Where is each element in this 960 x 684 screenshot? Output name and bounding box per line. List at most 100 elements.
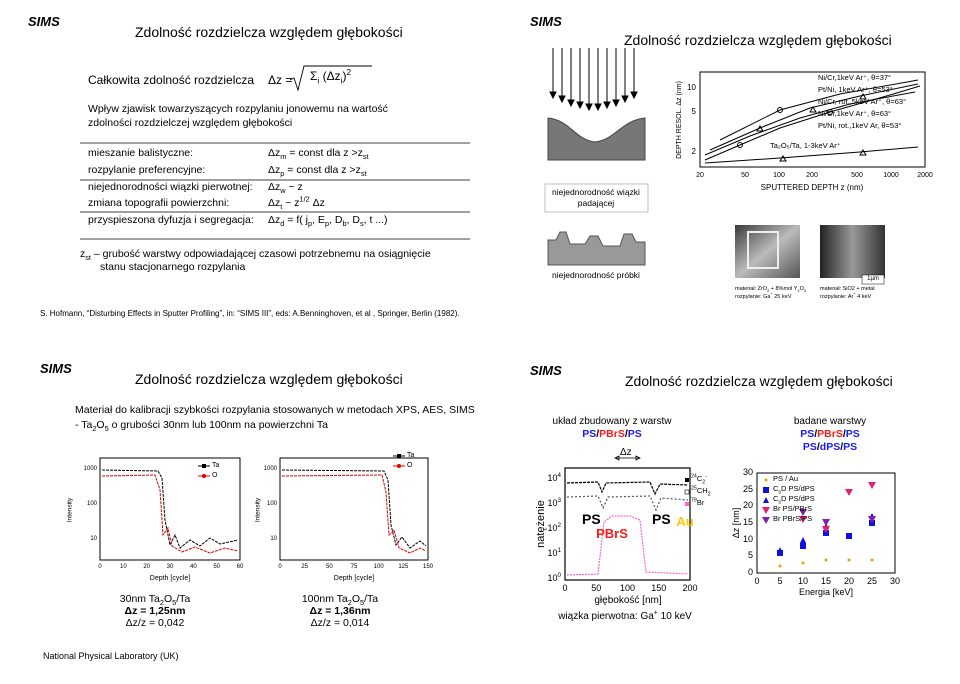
subscript: t	[280, 202, 283, 212]
energy-points	[847, 558, 851, 562]
depth-profile	[281, 469, 427, 549]
energy-points	[801, 561, 805, 565]
tick-label: 40	[189, 564, 197, 570]
text-part: ~ z	[285, 180, 303, 193]
subscript: s	[778, 489, 782, 496]
subscript: st	[362, 152, 369, 162]
tick-label: 100	[86, 501, 97, 507]
logo: SIMS	[28, 14, 60, 29]
text-part: Δz	[268, 214, 281, 227]
resolution-plot	[704, 146, 919, 164]
superscript: 24	[691, 473, 697, 480]
text-part: Δz = 1,25nm	[124, 605, 186, 617]
tick-label: 5	[691, 107, 696, 116]
subscript: w	[280, 185, 286, 195]
superscript: 25	[691, 485, 697, 492]
text-part: PS	[582, 428, 597, 440]
legend-label: 79Br	[691, 498, 704, 507]
legend-label: PS / Au	[773, 474, 799, 483]
tick-label: 50	[325, 564, 333, 570]
text-part: /	[840, 441, 844, 453]
text-part: 4 keV	[855, 294, 872, 300]
subscript: p	[324, 219, 330, 229]
legend-label: Pt/Ni, rot.,1keV Ar, θ=53°	[818, 121, 902, 130]
text-part: PBrS	[599, 428, 625, 440]
sims-profile	[566, 481, 689, 496]
tick-label: 0	[98, 564, 102, 570]
text-part: Δz/z = 0,014	[310, 617, 370, 629]
tick-label: 50	[741, 172, 749, 179]
legend-marker	[763, 487, 769, 493]
axis-label: Intensity	[254, 497, 262, 523]
depth-profile	[99, 457, 241, 561]
subscript: 2	[347, 598, 352, 608]
photo-caption: rozpylanie: Ar+ 4 keV	[820, 292, 872, 300]
text-part: dPS	[819, 441, 841, 453]
effect-formula: Δzm = const dla z >zst	[268, 147, 369, 162]
text-part: Δz	[309, 197, 325, 210]
sem-photo	[820, 225, 885, 278]
tick-label: 20	[143, 564, 150, 570]
depth-profile	[279, 457, 429, 561]
superscript: 2	[557, 522, 561, 529]
chart-caption: Δz = 1,36nm	[310, 605, 371, 618]
text-part: 10 keV	[657, 611, 692, 622]
tick-label: 103	[547, 497, 561, 509]
effect-formula: Δzd = f( jp, Ep, Db, Ds, t ...)	[268, 214, 388, 229]
note: stanu stacjonarnego rozpylania	[100, 261, 245, 274]
tick-label: 102	[547, 522, 561, 534]
text-part: 100nm Ta	[301, 593, 348, 605]
slide-title: Zdolność rozdzielcza względem głębokości	[625, 373, 893, 389]
resolution-plot	[709, 83, 919, 151]
subscript: 5	[104, 424, 109, 434]
tick-label: 2	[691, 147, 696, 156]
chart-caption: 30nm Ta2O5/Ta	[120, 593, 191, 608]
plot-label: Δz	[620, 447, 632, 458]
tick-label: 50	[213, 564, 220, 570]
footer: National Physical Laboratory (UK)	[43, 651, 179, 661]
sem-photo	[735, 225, 800, 278]
tick-label: 500	[851, 172, 863, 179]
slide-title: Zdolność rozdzielcza względem głębokości	[135, 24, 403, 40]
legend-label: Ta	[407, 452, 415, 459]
energy-points	[846, 533, 852, 539]
resolution-plot	[704, 91, 916, 156]
text-part: o grubości 30nm lub 100nm na powierzchni…	[108, 419, 328, 431]
text-part: 10	[547, 573, 558, 583]
crater	[547, 117, 646, 161]
axis-label: Intensity	[66, 497, 74, 523]
beam-arrows	[549, 48, 638, 112]
heading: badane warstwy	[793, 416, 867, 427]
text-part: z	[80, 248, 86, 260]
chart-caption: Δz = 1,25nm	[124, 605, 186, 618]
reference: S. Hofmann, “Disturbing Effects in Sputt…	[40, 309, 460, 318]
text-part: /	[816, 441, 820, 453]
text-part: ~ z	[282, 197, 300, 210]
text-part: C	[773, 484, 779, 493]
energy-points	[777, 513, 875, 553]
effect-label: mieszanie balistyczne:	[88, 147, 194, 159]
legend-marker	[764, 478, 768, 482]
text-part: PS / Au	[773, 474, 799, 483]
superscript: 2	[346, 67, 352, 77]
effect-label: przyspieszona dyfuzja i segregacja:	[88, 214, 254, 227]
text-part: PS	[843, 441, 858, 453]
scale-label: 1µm	[867, 276, 879, 282]
text-part: /Ta	[176, 593, 191, 605]
note: zst – grubość warstwy odpowiadającej cza…	[80, 248, 431, 261]
resolution-plot	[756, 93, 867, 162]
axis-label: Energia [keV]	[798, 587, 854, 597]
subscript: 2	[702, 479, 706, 486]
text-part: 25 keV	[772, 294, 792, 300]
tick-label: 200	[806, 172, 818, 179]
subscript: 2	[159, 598, 164, 608]
sqrt-sign	[289, 65, 372, 92]
legend-label: 25CH2	[691, 485, 711, 497]
text-part: PS	[800, 428, 815, 440]
heading: układ zbudowany z warstw	[552, 416, 672, 427]
resolution-plot	[737, 142, 743, 148]
text-part: /	[842, 428, 846, 440]
axis-label: natężenie	[534, 500, 547, 548]
depth-profile	[99, 457, 429, 561]
text-part: /	[814, 428, 818, 440]
